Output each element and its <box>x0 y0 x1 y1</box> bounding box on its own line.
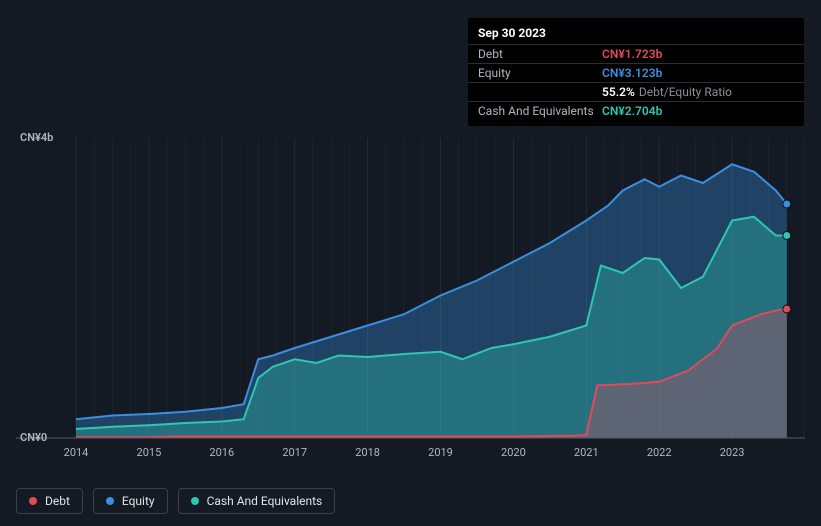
tooltip-row: 55.2%Debt/Equity Ratio <box>468 82 804 101</box>
tooltip-row: EquityCN¥3.123b <box>468 63 804 82</box>
tooltip-value: 55.2%Debt/Equity Ratio <box>602 85 732 99</box>
legend-label: Cash And Equivalents <box>207 494 323 508</box>
legend-item-cash-and-equivalents[interactable]: Cash And Equivalents <box>178 488 336 514</box>
legend-dot-icon <box>191 497 199 505</box>
series-end-dot <box>783 200 791 208</box>
x-axis-label: 2022 <box>647 446 672 459</box>
tooltip-label <box>478 85 602 99</box>
x-axis-label: 2016 <box>209 446 234 459</box>
x-axis-label: 2017 <box>282 446 307 459</box>
chart-svg <box>16 120 805 470</box>
y-axis-label: CN¥4b <box>20 131 53 144</box>
legend-label: Equity <box>122 494 155 508</box>
tooltip-date: Sep 30 2023 <box>468 24 804 44</box>
x-axis-label: 2015 <box>137 446 162 459</box>
legend: Debt Equity Cash And Equivalents <box>16 488 335 514</box>
legend-item-debt[interactable]: Debt <box>16 488 83 514</box>
series-end-dot <box>783 305 791 313</box>
x-axis-label: 2014 <box>64 446 89 459</box>
tooltip-rows: DebtCN¥1.723bEquityCN¥3.123b55.2%Debt/Eq… <box>468 44 804 120</box>
x-axis-label: 2020 <box>501 446 526 459</box>
chart-area: CN¥0 CN¥4b 2014 2015 2016 2017 2018 2019 2020 202… <box>16 120 805 470</box>
tooltip-value: CN¥1.723b <box>602 47 662 61</box>
tooltip-value: CN¥2.704b <box>602 104 662 118</box>
chart-tooltip: Sep 30 2023 DebtCN¥1.723bEquityCN¥3.123b… <box>468 18 804 126</box>
legend-dot-icon <box>29 497 37 505</box>
x-axis-label: 2021 <box>574 446 599 459</box>
x-axis-label: 2019 <box>428 446 453 459</box>
tooltip-label: Debt <box>478 47 602 61</box>
legend-item-equity[interactable]: Equity <box>93 488 168 514</box>
tooltip-row: Cash And EquivalentsCN¥2.704b <box>468 101 804 120</box>
tooltip-label: Equity <box>478 66 602 80</box>
tooltip-label: Cash And Equivalents <box>478 104 602 118</box>
legend-label: Debt <box>45 494 70 508</box>
series-end-dot <box>783 232 791 240</box>
tooltip-row: DebtCN¥1.723b <box>468 44 804 63</box>
tooltip-sub: Debt/Equity Ratio <box>639 85 732 99</box>
tooltip-value: CN¥3.123b <box>602 66 662 80</box>
y-axis-label: CN¥0 <box>20 431 47 444</box>
x-axis-label: 2018 <box>355 446 380 459</box>
x-axis-label: 2023 <box>720 446 745 459</box>
legend-dot-icon <box>106 497 114 505</box>
